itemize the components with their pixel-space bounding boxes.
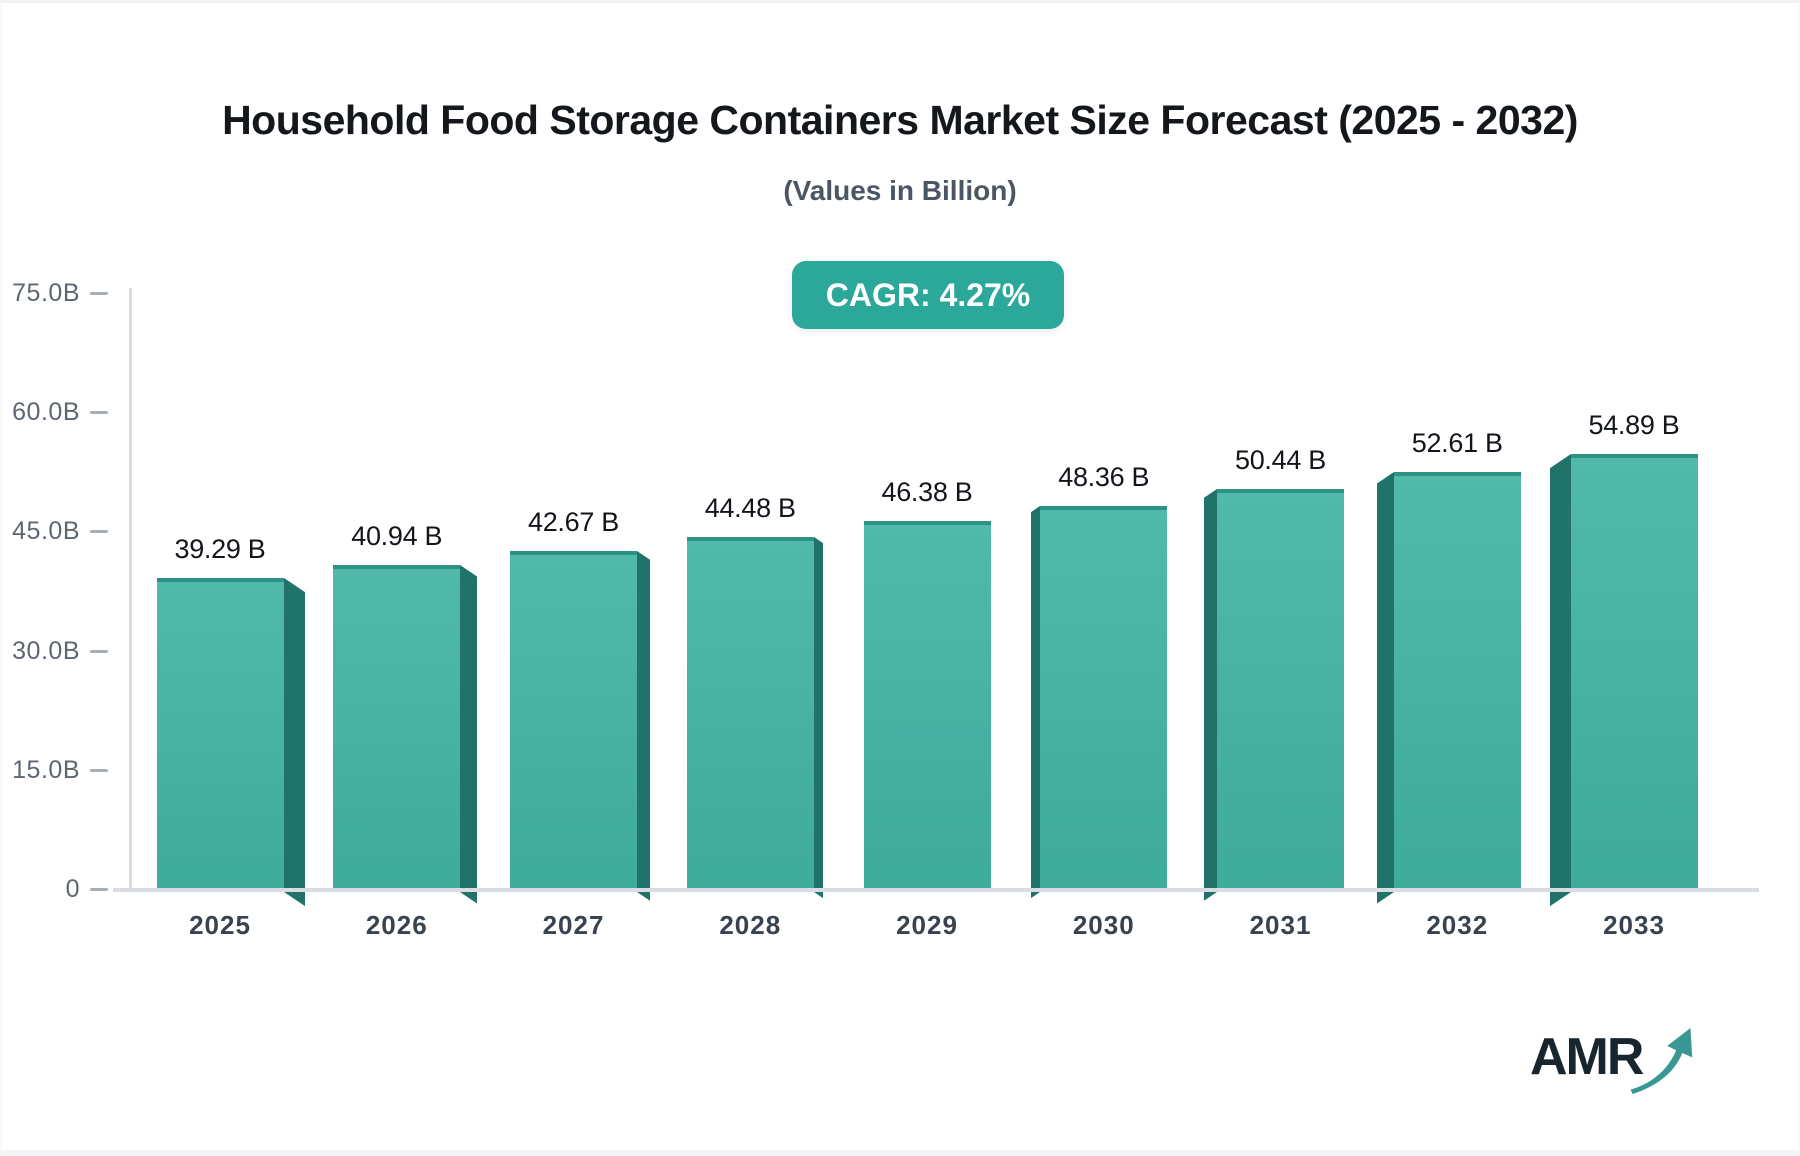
- x-axis-tick-label: 2027: [542, 910, 605, 940]
- bar-2028[interactable]: [686, 537, 814, 892]
- y-axis-tick-label: 60.0B: [12, 398, 80, 427]
- y-axis-tick-label: 0: [65, 875, 80, 903]
- x-axis-tick-label: 2032: [1426, 910, 1489, 940]
- amr-logo-text: AMR: [1530, 1028, 1644, 1086]
- chart-subtitle: (Values in Billion): [783, 175, 1017, 206]
- y-axis-tick-mark: [90, 292, 108, 295]
- bar-side-face-2025: [283, 578, 305, 907]
- y-axis-tick-mark: [90, 768, 108, 772]
- plot-area: 0 15.0B 30.0B 45.0B 60.0B 75.0B 39.29 B 2025 40.…: [2, 3, 1798, 1150]
- x-axis-tick-label: 2031: [1249, 910, 1312, 940]
- bar-side-face-2032: [1376, 472, 1394, 904]
- x-axis-tick-label: 2030: [1072, 910, 1135, 940]
- x-axis-tick-label: 2025: [189, 910, 251, 940]
- x-axis-tick-label: 2029: [896, 910, 958, 940]
- cagr-badge: CAGR: 4.27%: [792, 261, 1064, 329]
- bar-side-face-2026: [460, 565, 478, 904]
- x-axis-tick-label: 2026: [365, 910, 428, 940]
- bar-value-label: 44.48 B: [704, 493, 796, 523]
- y-axis-tick-mark: [90, 530, 108, 534]
- bar-2030[interactable]: [1040, 506, 1168, 892]
- bar-value-label: 46.38 B: [881, 477, 973, 507]
- bar-value-label: 42.67 B: [528, 507, 619, 537]
- bar-2025[interactable]: [156, 578, 284, 892]
- bar-side-face-2030: [1031, 506, 1041, 899]
- bar-value-label: 39.29 B: [174, 534, 266, 564]
- y-axis-tick-label: 30.0B: [12, 636, 80, 665]
- bar-2027[interactable]: [510, 551, 637, 892]
- growth-arrow-icon: [1631, 1028, 1693, 1094]
- bar-side-face-2031: [1204, 489, 1217, 901]
- amr-logo: AMR: [1530, 1028, 1694, 1097]
- cagr-badge-label: CAGR: 4.27%: [825, 277, 1031, 313]
- x-axis-tick-label: 2028: [719, 910, 782, 940]
- bar-value-label: 54.89 B: [1588, 410, 1680, 440]
- bar-2026[interactable]: [333, 565, 461, 892]
- y-axis-tick-label: 15.0B: [12, 755, 80, 784]
- bar-2029[interactable]: [863, 521, 991, 892]
- y-axis-tick-mark: [90, 888, 108, 891]
- bar-2033[interactable]: [1570, 454, 1698, 892]
- y-axis-line: [129, 288, 132, 892]
- y-axis-tick-mark: [90, 649, 108, 653]
- bar-side-face-2028: [813, 537, 823, 899]
- y-axis-tick-label: 45.0B: [12, 517, 80, 546]
- y-axis-tick-label: 75.0B: [12, 279, 80, 307]
- bar-value-label: 50.44 B: [1235, 445, 1326, 475]
- x-axis-line: [113, 888, 1759, 892]
- bar-value-label: 52.61 B: [1411, 428, 1503, 458]
- x-axis-tick-label: 2033: [1603, 910, 1665, 940]
- y-axis-tick-mark: [90, 411, 108, 415]
- bar-side-face-2033: [1549, 454, 1571, 907]
- bar-2031[interactable]: [1217, 489, 1344, 892]
- bar-value-label: 48.36 B: [1058, 462, 1150, 492]
- bar-value-label: 40.94 B: [351, 521, 443, 551]
- bar-side-face-2027: [637, 551, 650, 901]
- bar-2032[interactable]: [1393, 472, 1521, 892]
- chart-title: Household Food Storage Containers Market…: [222, 97, 1578, 143]
